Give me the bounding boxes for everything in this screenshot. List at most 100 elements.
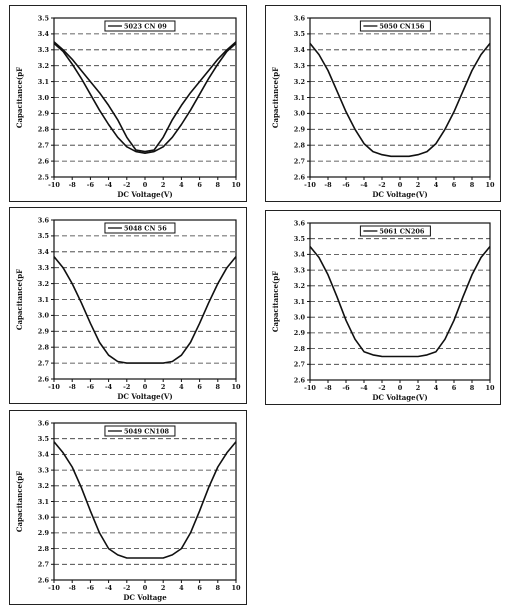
x-tick-label: -2 xyxy=(378,181,385,189)
chart-svg: 2.6 2.7 2.8 2.9 3.0 3.1 3.2 3.3 3.4 3.5 3.6 -10 -8 -6… xyxy=(15,419,241,602)
chart-panel-5048: 2.6 2.7 2.8 2.9 3.0 3.1 3.2 3.3 3.4 3.5 3.6 -10 -8 -6… xyxy=(9,207,247,404)
y-tick-label: 3.2 xyxy=(38,280,49,288)
x-tick-label: 4 xyxy=(179,383,184,391)
legend-label: 5061 CN206 xyxy=(379,227,425,235)
chart-svg: 2.5 2.6 2.7 2.8 2.9 3.0 3.1 3.2 3.3 3.4 3.5 -10 -8 -6… xyxy=(15,14,241,199)
x-tick-label: -6 xyxy=(87,181,95,189)
y-tick-label: 3.3 xyxy=(294,62,306,70)
x-tick-label: -2 xyxy=(123,584,130,592)
x-tick-label: 4 xyxy=(179,181,184,189)
x-tick-label: -4 xyxy=(360,384,368,392)
y-tick-label: 2.6 xyxy=(38,375,50,383)
x-tick-label: 0 xyxy=(143,181,148,189)
y-tick-label: 3.3 xyxy=(294,266,306,274)
y-tick-label: 2.7 xyxy=(38,561,49,569)
legend-box xyxy=(104,425,176,437)
x-tick-label: -6 xyxy=(87,584,95,592)
y-tick-label: 3.1 xyxy=(294,298,305,306)
y-axis-label: Capacitance(pF xyxy=(271,271,280,332)
y-tick-label: 2.9 xyxy=(38,328,50,336)
x-tick-label: 6 xyxy=(197,181,202,189)
x-axis-label: DC Voltage(V) xyxy=(372,190,427,199)
x-tick-label: -8 xyxy=(69,181,77,189)
y-axis-label: Capacitance(pF xyxy=(15,471,24,532)
y-tick-label: 3.3 xyxy=(38,466,50,474)
legend-label: 5050 CN156 xyxy=(379,22,425,30)
y-tick-label: 3.4 xyxy=(294,251,306,259)
x-tick-label: 0 xyxy=(398,181,403,189)
legend-label: 5049 CN108 xyxy=(124,427,170,435)
y-tick-label: 3.5 xyxy=(38,232,50,240)
y-tick-label: 2.7 xyxy=(38,359,49,367)
x-tick-label: 8 xyxy=(216,383,221,391)
y-tick-label: 3.1 xyxy=(38,296,49,304)
x-tick-label: 10 xyxy=(485,384,495,392)
chart-panel-5061: 2.6 2.7 2.8 2.9 3.0 3.1 3.2 3.3 3.4 3.5 3.6 -10 -8 -6… xyxy=(265,210,501,405)
y-tick-label: 3.2 xyxy=(38,62,49,70)
x-tick-label: 4 xyxy=(179,584,184,592)
y-tick-label: 2.6 xyxy=(294,173,306,181)
y-tick-label: 3.2 xyxy=(294,282,305,290)
x-tick-label: -10 xyxy=(48,181,60,189)
y-tick-label: 3.2 xyxy=(38,482,49,490)
x-tick-label: -6 xyxy=(87,383,95,391)
y-tick-label: 3.6 xyxy=(38,216,50,224)
series-line-1 xyxy=(309,42,491,158)
legend-label: 5023 CN 09 xyxy=(124,22,167,30)
x-tick-label: 6 xyxy=(197,584,202,592)
x-tick-label: 8 xyxy=(216,584,221,592)
y-tick-label: 3.3 xyxy=(38,264,50,272)
x-tick-label: 4 xyxy=(434,384,439,392)
y-tick-label: 2.8 xyxy=(38,545,50,553)
legend-label: 5048 CN 56 xyxy=(124,224,167,232)
y-tick-label: 3.1 xyxy=(38,498,49,506)
legend-box xyxy=(359,225,431,237)
chart-svg: 2.6 2.7 2.8 2.9 3.0 3.1 3.2 3.3 3.4 3.5 3.6 -10 -8 -6… xyxy=(271,14,495,199)
y-tick-label: 3.5 xyxy=(38,14,50,22)
chart-panel-5050: 2.6 2.7 2.8 2.9 3.0 3.1 3.2 3.3 3.4 3.5 3.6 -10 -8 -6… xyxy=(265,5,501,202)
legend-box xyxy=(104,222,176,234)
y-tick-label: 3.1 xyxy=(294,94,305,102)
x-tick-label: -10 xyxy=(48,584,60,592)
chart-panel-5049: 2.6 2.7 2.8 2.9 3.0 3.1 3.2 3.3 3.4 3.5 3.6 -10 -8 -6… xyxy=(9,410,247,605)
x-tick-label: 8 xyxy=(470,384,475,392)
x-tick-label: -8 xyxy=(324,181,332,189)
x-tick-label: -8 xyxy=(69,584,77,592)
y-tick-label: 3.6 xyxy=(294,14,306,22)
x-tick-label: 0 xyxy=(143,584,148,592)
x-tick-label: -10 xyxy=(304,384,316,392)
y-tick-label: 3.0 xyxy=(38,312,50,320)
x-tick-label: -10 xyxy=(48,383,60,391)
y-tick-label: 2.9 xyxy=(38,110,50,118)
y-tick-label: 2.7 xyxy=(294,361,305,369)
series-line-2 xyxy=(53,42,237,154)
chart-svg: 2.6 2.7 2.8 2.9 3.0 3.1 3.2 3.3 3.4 3.5 3.6 -10 -8 -6… xyxy=(271,219,495,402)
y-tick-label: 3.2 xyxy=(294,78,305,86)
y-tick-label: 2.6 xyxy=(38,576,50,584)
y-tick-label: 3.0 xyxy=(38,514,50,522)
y-tick-label: 3.0 xyxy=(294,110,306,118)
x-tick-label: 6 xyxy=(452,181,457,189)
x-tick-label: 6 xyxy=(452,384,457,392)
y-tick-label: 3.6 xyxy=(294,219,306,227)
x-tick-label: -4 xyxy=(360,181,368,189)
y-tick-label: 2.8 xyxy=(294,142,306,150)
x-tick-label: -4 xyxy=(105,584,113,592)
x-tick-label: 6 xyxy=(197,383,202,391)
x-tick-label: -2 xyxy=(123,181,130,189)
y-tick-label: 3.3 xyxy=(38,46,50,54)
y-tick-label: 3.4 xyxy=(38,248,50,256)
x-tick-label: 10 xyxy=(485,181,495,189)
y-tick-label: 2.9 xyxy=(294,126,306,134)
x-tick-label: 8 xyxy=(216,181,221,189)
x-tick-label: -4 xyxy=(105,181,113,189)
x-tick-label: -10 xyxy=(304,181,316,189)
y-tick-label: 2.7 xyxy=(38,142,49,150)
x-tick-label: 0 xyxy=(143,383,148,391)
plot-frame xyxy=(309,17,491,178)
y-tick-label: 3.6 xyxy=(38,419,50,427)
x-tick-label: 10 xyxy=(231,383,241,391)
plot-frame xyxy=(53,17,237,178)
series-line-1 xyxy=(53,441,237,559)
y-axis-label: Capacitance(pF xyxy=(271,67,280,128)
